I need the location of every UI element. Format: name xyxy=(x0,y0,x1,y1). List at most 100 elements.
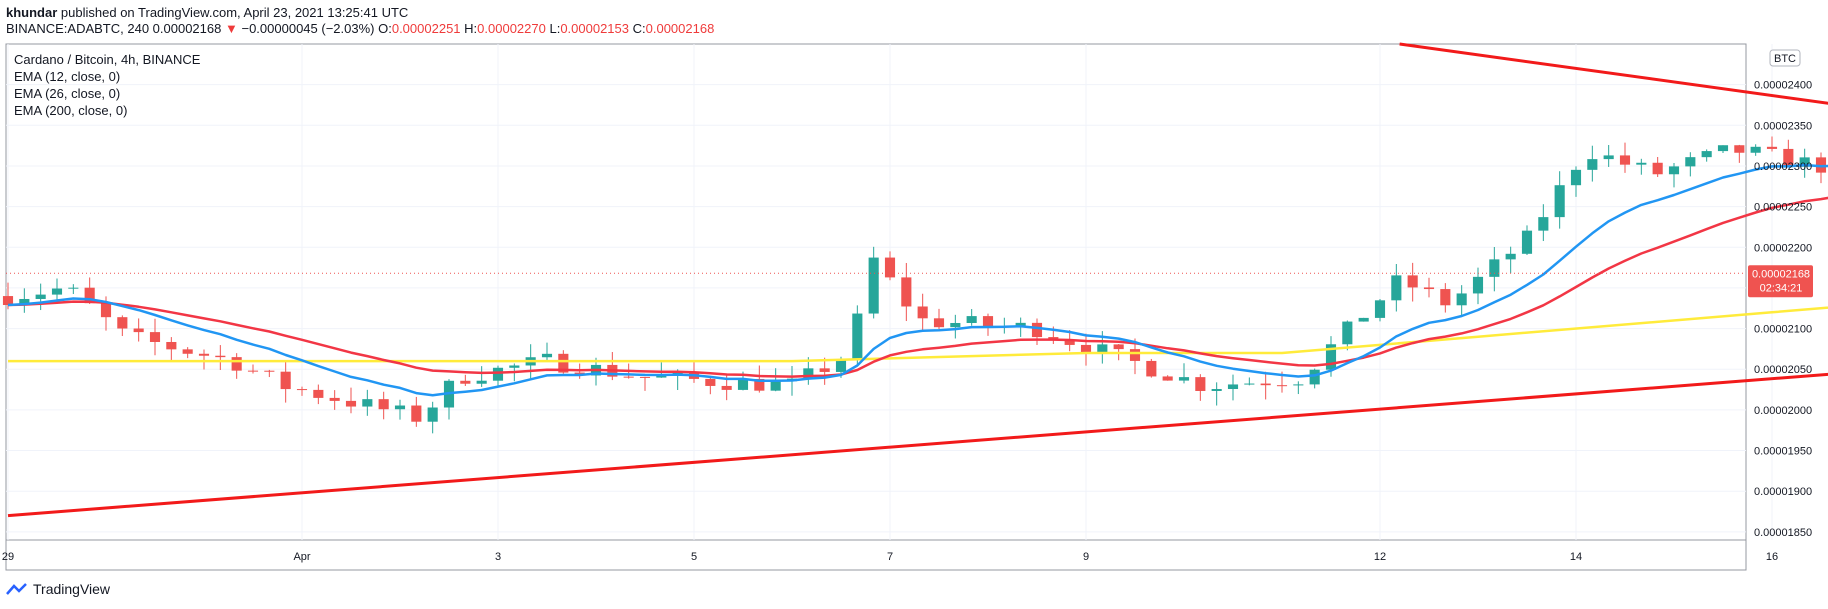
candle-body xyxy=(917,306,928,319)
y-tick-label: 0.00002200 xyxy=(1754,242,1812,254)
high-value: 0.00002270 xyxy=(477,21,546,36)
candle-body xyxy=(296,389,308,391)
candle-body xyxy=(1031,322,1043,338)
x-tick-label: 29 xyxy=(2,551,14,563)
legend-ema12[interactable]: EMA (12, close, 0) xyxy=(14,69,120,84)
currency-label: BTC xyxy=(1774,53,1796,65)
candle-body xyxy=(1685,157,1696,167)
time-axis[interactable]: 29Apr35791214161921232628May xyxy=(2,551,1828,563)
candle-body xyxy=(1358,317,1369,322)
candle-body xyxy=(1309,369,1320,385)
y-tick-label: 0.00002100 xyxy=(1754,324,1812,336)
currency-badge-box xyxy=(1769,49,1801,67)
publish-info: published on TradingView.com, April 23, … xyxy=(60,5,409,20)
last-value: 0.00002168 xyxy=(152,21,222,36)
candle-body xyxy=(1766,146,1778,149)
currency-badge[interactable]: BTC xyxy=(1769,49,1801,67)
symbol-label: BINANCE:ADABTC, 240 xyxy=(6,21,150,36)
candle-body xyxy=(1276,385,1288,387)
x-tick-label: 12 xyxy=(1374,551,1386,563)
candle-body xyxy=(231,357,242,371)
chart-legend: Cardano / Bitcoin, 4h, BINANCE EMA (12, … xyxy=(14,52,201,118)
candle-body xyxy=(558,353,569,373)
candle-body xyxy=(1407,275,1418,288)
change-value: −0.00000045 (−2.03%) xyxy=(241,21,375,36)
candle-body xyxy=(1570,169,1582,186)
candle-body xyxy=(1440,289,1451,306)
candle-body xyxy=(1701,151,1712,158)
candle-body xyxy=(84,287,95,304)
open-label: O: xyxy=(378,21,392,36)
candle-body xyxy=(1374,300,1386,318)
y-tick-label: 0.00001850 xyxy=(1754,527,1812,539)
candle-body xyxy=(1325,344,1337,370)
candle-body xyxy=(1668,166,1680,175)
x-tick-label: 3 xyxy=(495,551,501,563)
candle-body xyxy=(378,399,389,410)
y-tick-label: 0.00002000 xyxy=(1754,405,1812,417)
candle-body xyxy=(835,360,847,372)
candle-body xyxy=(1521,230,1533,254)
candle-body xyxy=(803,368,814,379)
candle-body xyxy=(280,371,291,390)
candle-body xyxy=(215,355,226,358)
candle-body xyxy=(149,332,161,342)
candle-body xyxy=(868,257,879,314)
candle-body xyxy=(1619,155,1631,165)
open-value: 0.00002251 xyxy=(391,21,461,36)
candle-body xyxy=(1456,293,1467,306)
footer-brand[interactable]: TradingView xyxy=(6,581,110,597)
candle-body xyxy=(852,313,863,361)
candle-body xyxy=(933,318,945,328)
ema200-line xyxy=(8,306,1828,363)
candle-body xyxy=(247,370,259,372)
x-tick-label: 5 xyxy=(691,551,697,563)
last-price-label: 0.00002168 02:34:21 xyxy=(1748,265,1813,298)
candle-body xyxy=(1423,287,1435,290)
candle-body xyxy=(1734,145,1745,153)
candle-body xyxy=(966,316,977,323)
candle-body xyxy=(35,294,46,299)
candle-body xyxy=(884,257,896,278)
candle-body xyxy=(411,405,422,422)
candle-body xyxy=(1244,383,1255,385)
candle-body xyxy=(166,341,177,350)
trendlines xyxy=(6,42,1828,518)
candle-body xyxy=(427,407,438,422)
candle-body xyxy=(394,405,406,410)
bar-countdown: 02:34:21 xyxy=(1760,282,1803,294)
candle-body xyxy=(1717,145,1729,152)
candle-body xyxy=(1162,376,1173,381)
candle-body xyxy=(1603,155,1614,160)
candle-body xyxy=(1505,253,1516,260)
candle-body xyxy=(100,303,112,318)
y-tick-label: 0.00001950 xyxy=(1754,446,1812,458)
candle-body xyxy=(1211,389,1222,391)
candle-body xyxy=(1080,344,1092,354)
author-name[interactable]: khundar xyxy=(6,5,58,20)
last-price-box xyxy=(1748,265,1813,298)
ema-lines xyxy=(7,163,1828,397)
y-tick-label: 0.00001900 xyxy=(1754,486,1812,498)
price-axis[interactable]: 0.00001850 0.00001900 0.00001950 0.00002000… xyxy=(1754,80,1812,539)
candle-body xyxy=(754,378,765,391)
candle-body xyxy=(982,316,994,327)
candle-body xyxy=(198,353,210,356)
low-label: L: xyxy=(549,21,561,36)
brand-name: TradingView xyxy=(33,581,111,597)
candle-body xyxy=(737,378,749,390)
legend-ema200[interactable]: EMA (200, close, 0) xyxy=(14,103,127,118)
legend-ema26[interactable]: EMA (26, close, 0) xyxy=(14,86,120,101)
candle-body xyxy=(345,400,357,407)
candle-body xyxy=(1015,322,1026,326)
candle-body xyxy=(623,376,634,378)
grid xyxy=(6,44,1773,540)
candle-body xyxy=(1750,146,1761,153)
candle-body xyxy=(1391,275,1402,301)
x-tick-label: 16 xyxy=(1766,551,1778,563)
last-price-value: 0.00002168 xyxy=(1752,268,1810,280)
candle-body xyxy=(264,370,275,372)
candle-body xyxy=(901,277,912,307)
publish-header: khundar published on TradingView.com, Ap… xyxy=(6,4,408,24)
